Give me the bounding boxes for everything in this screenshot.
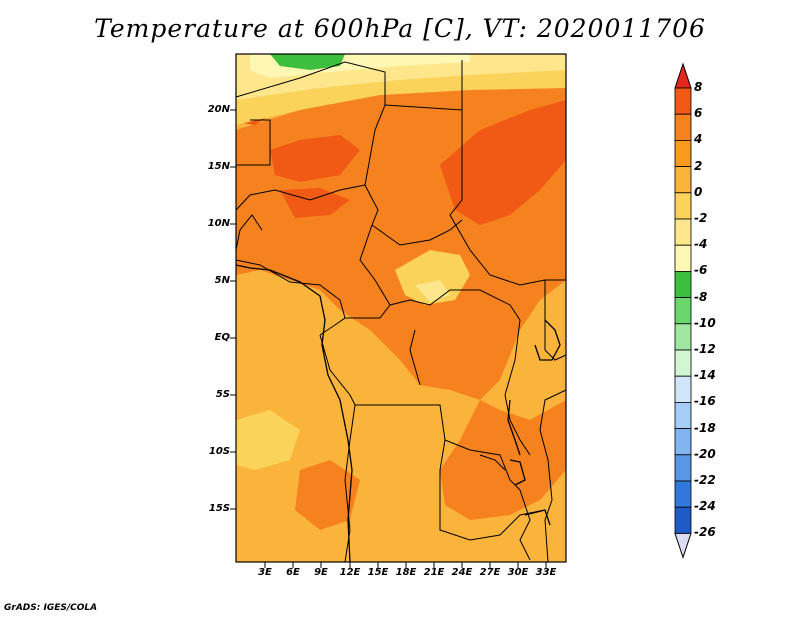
- colorbar-swatch: [674, 192, 692, 220]
- colorbar-top-arrow: [674, 62, 692, 89]
- map-frame: [235, 53, 567, 563]
- lon-label-3e: 3E: [258, 567, 272, 578]
- colorbar-level-label: 8: [694, 80, 703, 94]
- lon-label-30e: 30E: [507, 567, 529, 578]
- colorbar-level-label: 0: [694, 184, 703, 199]
- colorbar-swatch: [674, 506, 692, 534]
- credit-label: GrADS: IGES/COLA: [4, 603, 98, 613]
- lon-label-24e: 24E: [451, 567, 473, 578]
- lat-label-eq: EQ: [214, 332, 230, 343]
- colorbar-level-label: -22: [694, 473, 716, 487]
- colorbar-swatch: [674, 428, 692, 456]
- lat-label-5n: 5N: [214, 275, 230, 286]
- colorbar-level-label: -20: [694, 446, 716, 461]
- lon-label-9e: 9E: [314, 567, 328, 578]
- colorbar-level-label: 4: [694, 132, 703, 147]
- colorbar-level-label: 2: [694, 158, 703, 173]
- lon-label-18e: 18E: [395, 567, 417, 578]
- colorbar-level-label: 6: [694, 106, 703, 121]
- lat-label-20n: 20N: [207, 104, 230, 115]
- colorbar-swatch: [674, 139, 692, 167]
- lon-label-12e: 12E: [339, 567, 361, 578]
- colorbar-level-label: -16: [694, 394, 716, 409]
- lon-label-15e: 15E: [367, 567, 389, 578]
- colorbar-swatch: [674, 323, 692, 351]
- colorbar-swatch: [674, 375, 692, 403]
- colorbar-swatch: [674, 218, 692, 246]
- colorbar-level-label: -12: [694, 342, 716, 356]
- lat-label-15n: 15N: [207, 161, 230, 172]
- lon-label-6e: 6E: [286, 567, 300, 578]
- colorbar-level-label: -2: [694, 211, 708, 225]
- lon-label-21e: 21E: [423, 567, 445, 578]
- colorbar-swatch: [674, 270, 692, 298]
- axis-ticks: [230, 109, 547, 568]
- colorbar-level-label: -6: [694, 263, 708, 278]
- map-title: Temperature at 600hPa [C], VT: 202001170…: [94, 14, 706, 43]
- colorbar-level-label: -10: [694, 315, 716, 330]
- lon-label-27e: 27E: [479, 567, 501, 578]
- colorbar-level-label: -26: [694, 525, 716, 540]
- coastline: [235, 264, 561, 563]
- lat-label-10n: 10N: [207, 218, 230, 229]
- colorbar-swatch: [674, 480, 692, 508]
- colorbar: [674, 62, 692, 559]
- colorbar-level-label: -18: [694, 420, 716, 435]
- colorbar-swatch: [674, 244, 692, 272]
- colorbar-swatch: [674, 401, 692, 429]
- colorbar-swatch: [674, 454, 692, 482]
- colorbar-swatch: [674, 349, 692, 377]
- temperature-field: [236, 54, 566, 562]
- lat-label-10s: 10S: [208, 446, 230, 457]
- lon-label-33e: 33E: [535, 567, 557, 578]
- colorbar-level-label: -4: [694, 237, 708, 252]
- colorbar-swatch: [674, 297, 692, 325]
- colorbar-bottom-arrow: [674, 532, 692, 559]
- colorbar-level-label: -8: [694, 289, 708, 304]
- country-borders: [235, 60, 567, 563]
- colorbar-level-label: -14: [694, 368, 716, 383]
- colorbar-swatch: [674, 87, 692, 115]
- lat-label-5s: 5S: [215, 389, 230, 400]
- colorbar-swatch: [674, 113, 692, 141]
- lat-label-15s: 15S: [208, 503, 230, 514]
- colorbar-swatch: [674, 166, 692, 194]
- colorbar-level-label: -24: [694, 499, 716, 514]
